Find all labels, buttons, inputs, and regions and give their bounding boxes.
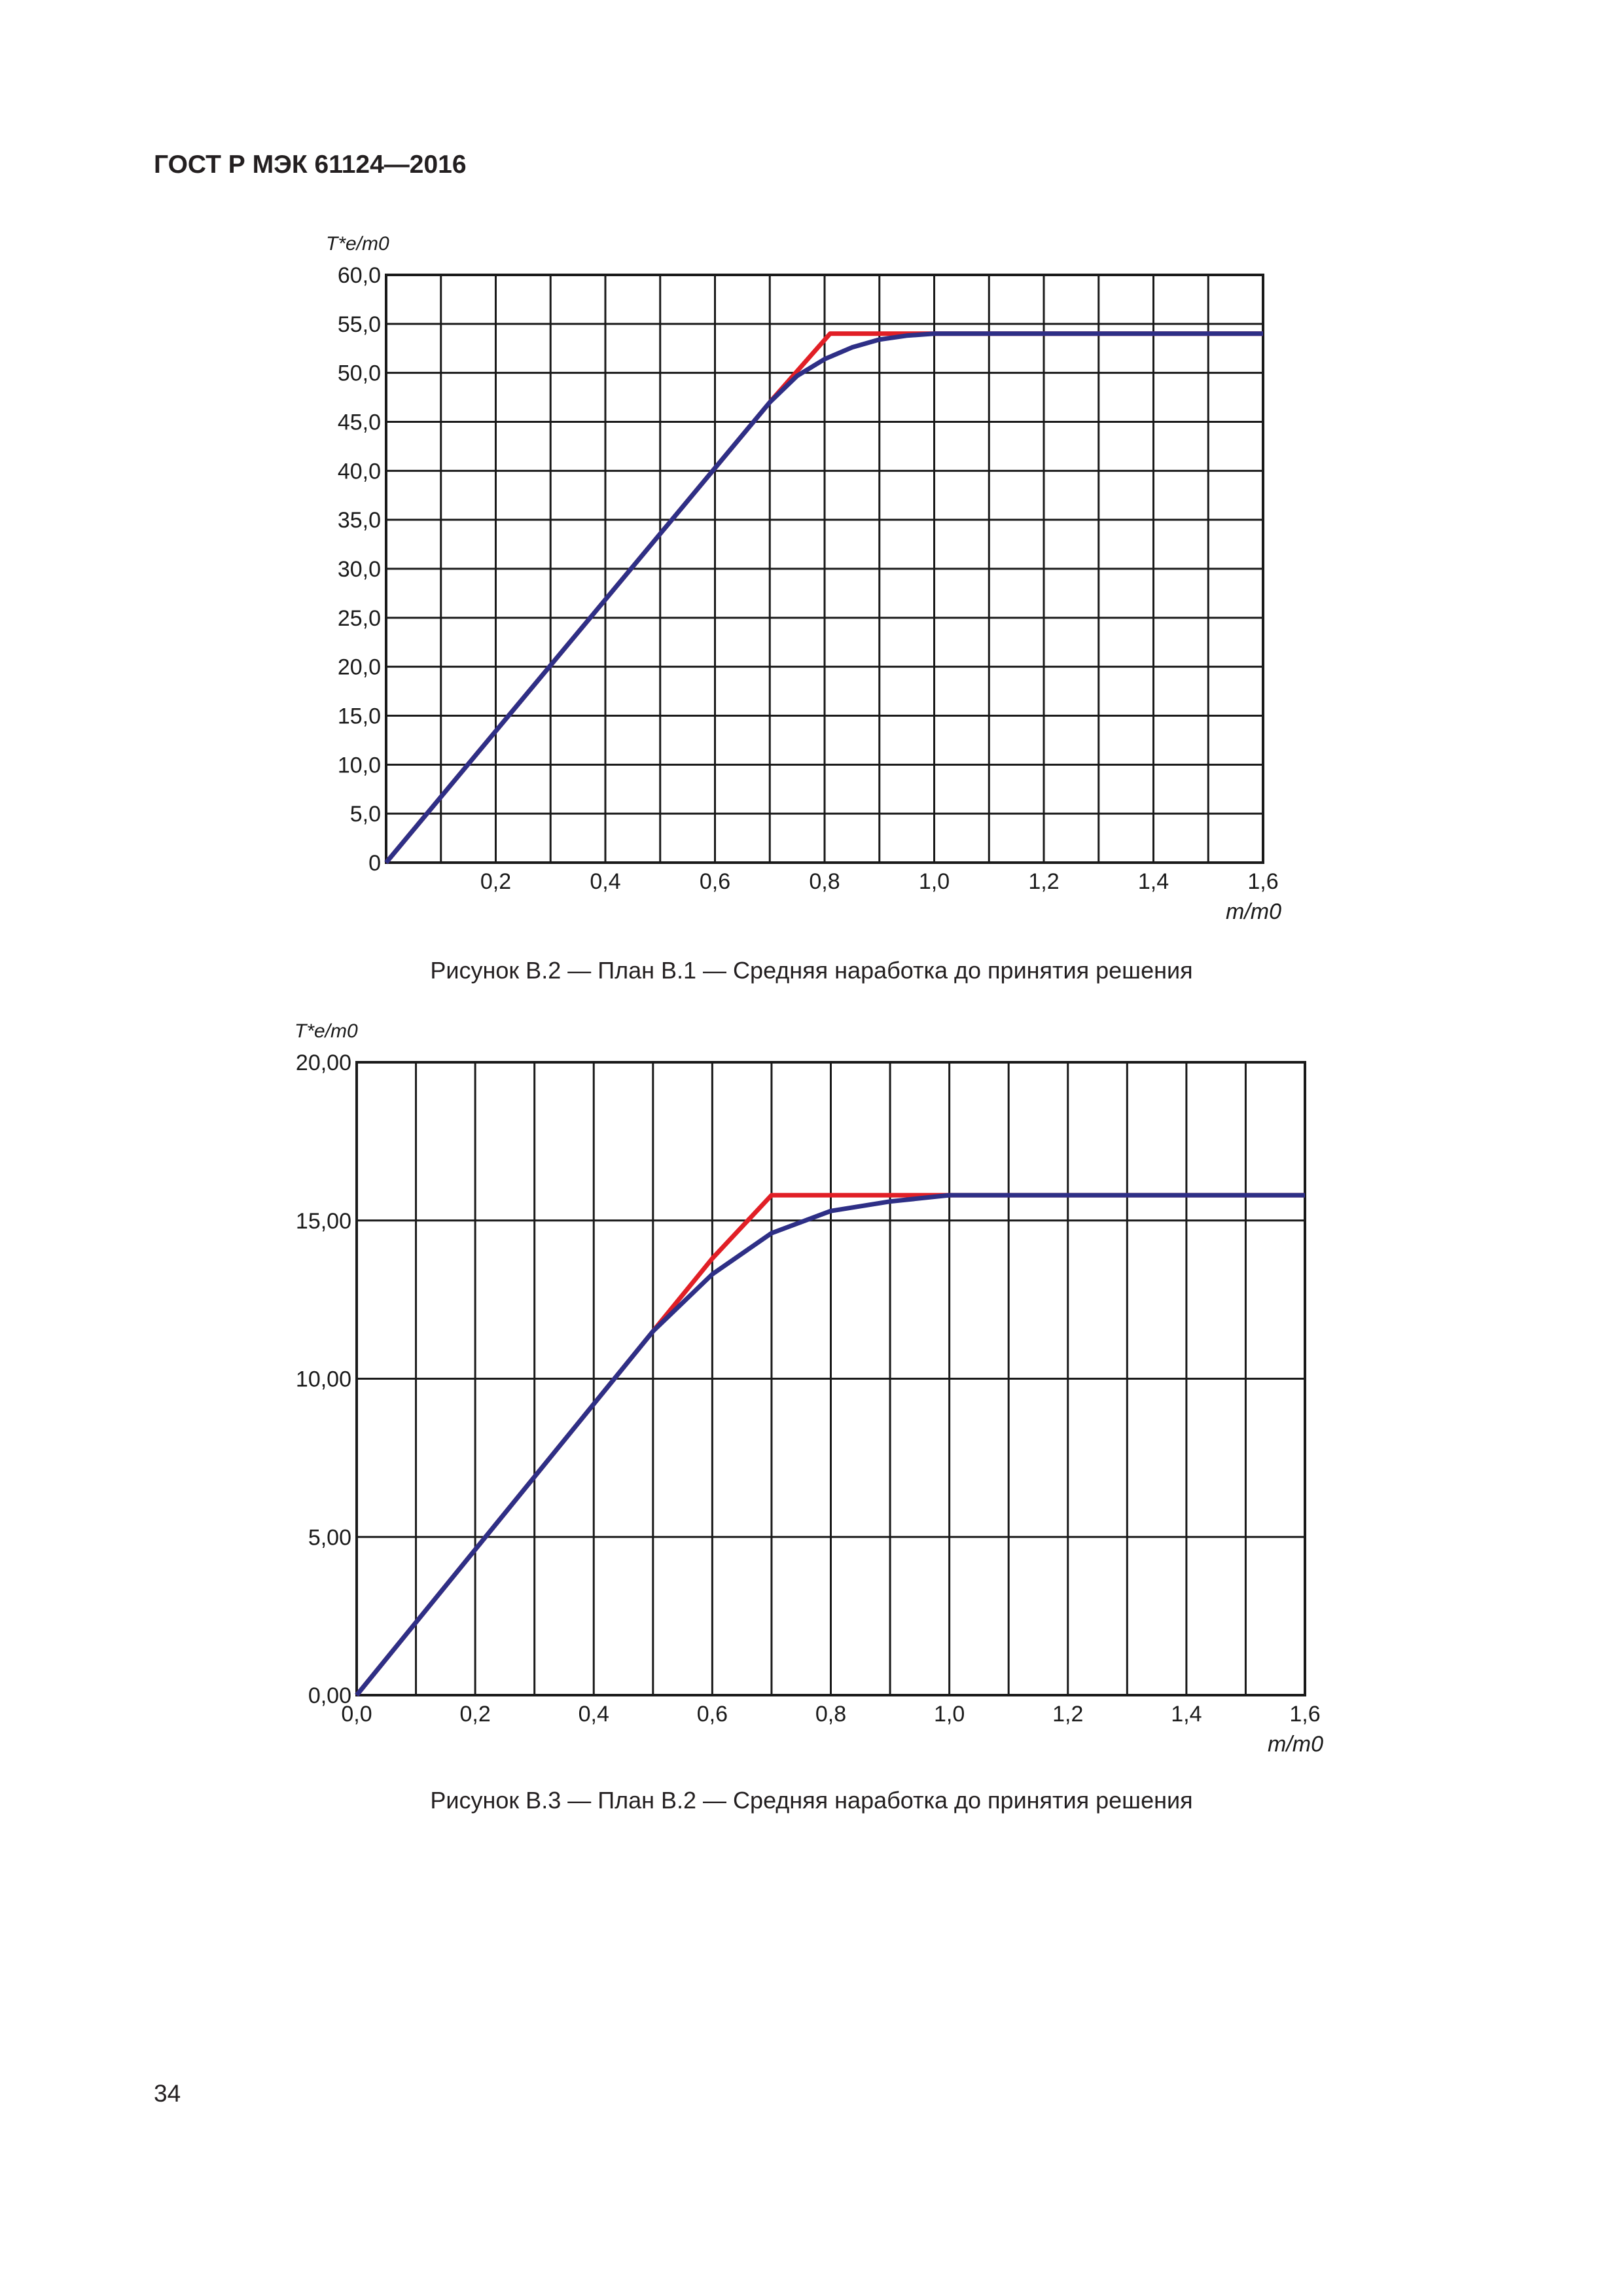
x-tick-label: 1,4 xyxy=(1171,1702,1202,1727)
x-tick-label: 0,4 xyxy=(579,1702,609,1727)
x-tick-label: 0,4 xyxy=(590,869,620,894)
y-tick-label: 5,0 xyxy=(350,802,381,827)
y-tick-label: 60,0 xyxy=(338,263,381,288)
figure-caption-2: Рисунок В.3 — План В.2 — Средняя наработ… xyxy=(430,1787,1193,1814)
y-tick-label: 25,0 xyxy=(338,606,381,631)
y-tick-label: 30,0 xyxy=(338,557,381,582)
x-tick-label: 1,6 xyxy=(1289,1702,1320,1727)
series-line-blue xyxy=(384,331,1263,865)
x-tick-label: 0,6 xyxy=(697,1702,728,1727)
y-tick-label: 10,0 xyxy=(338,753,381,778)
x-tick-label: 1,4 xyxy=(1138,869,1169,894)
x-axis-label: m/m0 xyxy=(1268,1732,1323,1757)
y-axis-label: T*e/m0 xyxy=(294,1020,358,1042)
y-tick-label: 0,00 xyxy=(308,1683,351,1708)
series-line-blue xyxy=(355,1193,1305,1697)
chart-plan-v1: 0 5,0 10,0 15,0 20,0 25,0 30,0 35,0 40,0 45,0 50,0… xyxy=(326,233,1281,924)
y-tick-label: 20,00 xyxy=(296,1050,351,1075)
plot-frame xyxy=(355,1061,1306,1696)
x-tick-label: 1,2 xyxy=(1028,869,1059,894)
y-tick-label: 5,00 xyxy=(308,1525,351,1550)
x-tick-label: 0,8 xyxy=(809,869,840,894)
y-tick-label: 0 xyxy=(368,851,381,876)
y-tick-label: 20,0 xyxy=(338,655,381,680)
y-axis-label: T*e/m0 xyxy=(326,233,389,255)
x-tick-label: 1,2 xyxy=(1052,1702,1083,1727)
x-tick-label: 1,6 xyxy=(1247,869,1278,894)
y-tick-label: 40,0 xyxy=(338,459,381,484)
plot-frame xyxy=(385,274,1264,864)
y-tick-label: 35,0 xyxy=(338,508,381,533)
x-tick-label: 0,6 xyxy=(700,869,730,894)
y-tick-label: 55,0 xyxy=(338,312,381,337)
y-tick-label: 15,0 xyxy=(338,704,381,729)
figure-caption-1: Рисунок В.2 — План В.1 — Средняя наработ… xyxy=(430,957,1193,984)
x-tick-label: 1,0 xyxy=(934,1702,965,1727)
x-tick-label: 0,2 xyxy=(480,869,511,894)
x-tick-label: 0,0 xyxy=(341,1702,372,1727)
x-tick-label: 0,2 xyxy=(459,1702,490,1727)
page-number: 34 xyxy=(154,2080,181,2107)
x-tick-label: 1,0 xyxy=(919,869,950,894)
y-tick-label: 15,00 xyxy=(296,1209,351,1234)
y-tick-label: 50,0 xyxy=(338,361,381,386)
y-tick-label: 45,0 xyxy=(338,410,381,435)
x-axis-label: m/m0 xyxy=(1226,899,1281,924)
document-header: ГОСТ Р МЭК 61124—2016 xyxy=(154,151,467,179)
y-tick-label: 10,00 xyxy=(296,1367,351,1392)
x-tick-label: 0,8 xyxy=(815,1702,846,1727)
